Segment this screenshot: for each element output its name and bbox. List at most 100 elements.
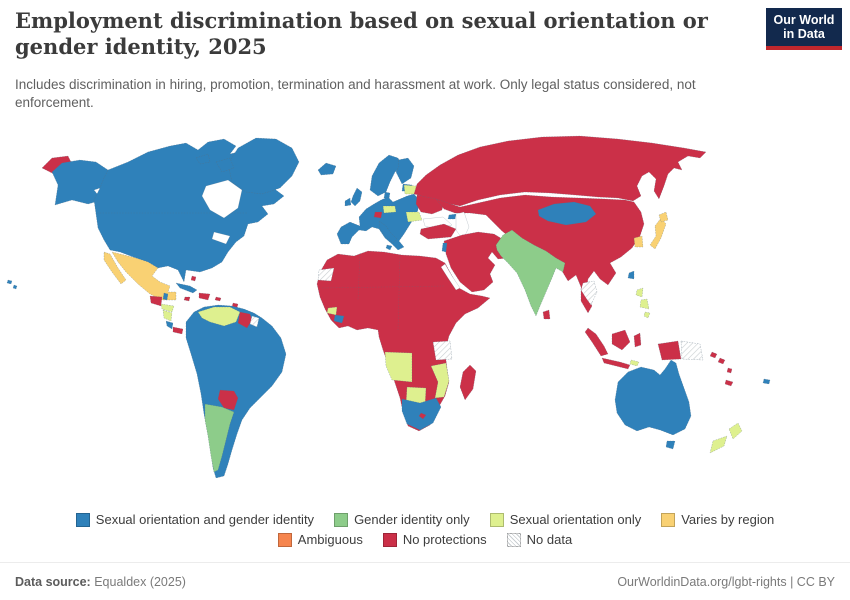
- legend-label-nodata: No data: [526, 532, 573, 547]
- region-middle-east[interactable]: [443, 231, 510, 293]
- region-jamaica[interactable]: [183, 296, 191, 302]
- region-switzerland[interactable]: [373, 211, 383, 219]
- region-western-sahara[interactable]: [317, 267, 335, 282]
- region-honduras[interactable]: [160, 303, 175, 313]
- great-lakes: [211, 231, 231, 245]
- region-russia[interactable]: [413, 135, 707, 207]
- region-fiji[interactable]: [762, 378, 771, 385]
- region-new-zealand-north[interactable]: [728, 422, 743, 440]
- region-nicaragua[interactable]: [162, 309, 173, 322]
- region-panama[interactable]: [172, 326, 184, 335]
- region-tasmania[interactable]: [665, 440, 676, 450]
- region-lesotho[interactable]: [418, 412, 427, 420]
- region-finland[interactable]: [395, 157, 415, 185]
- region-south-america[interactable]: [185, 304, 287, 479]
- region-belize[interactable]: [162, 292, 169, 301]
- border-line: [357, 252, 361, 301]
- region-mexico[interactable]: [111, 251, 177, 301]
- region-philippines[interactable]: [639, 298, 650, 310]
- region-solomon-islands[interactable]: [709, 351, 718, 359]
- region-south-korea[interactable]: [633, 235, 644, 248]
- legend-item-nodata[interactable]: No data: [506, 532, 573, 547]
- owid-logo-line2: in Data: [783, 27, 825, 41]
- region-guatemala[interactable]: [149, 295, 163, 307]
- region-java[interactable]: [601, 357, 631, 370]
- region-romania[interactable]: [405, 211, 423, 223]
- region-philippines[interactable]: [643, 311, 651, 319]
- legend-label-sogi: Sexual orientation and gender identity: [95, 512, 315, 527]
- region-georgia[interactable]: [447, 213, 457, 220]
- map-legend: Sexual orientation and gender identity G…: [0, 512, 850, 547]
- region-madagascar[interactable]: [459, 364, 477, 401]
- region-arctic-island[interactable]: [215, 157, 235, 173]
- chart-footer: Data source: Equaldex (2025) OurWorldinD…: [0, 562, 850, 600]
- region-papua-new-guinea[interactable]: [680, 340, 704, 361]
- legend-item-sogi[interactable]: Sexual orientation and gender identity: [75, 512, 315, 527]
- region-cuba[interactable]: [175, 282, 198, 294]
- legend-label-none: No protections: [402, 532, 487, 547]
- region-vanuatu[interactable]: [726, 367, 733, 374]
- region-central-asia-china[interactable]: [435, 194, 645, 314]
- region-philippines[interactable]: [635, 287, 644, 298]
- region-taiwan[interactable]: [627, 270, 635, 280]
- legend-item-varies[interactable]: Varies by region: [661, 512, 774, 527]
- region-bahamas[interactable]: [190, 275, 197, 282]
- region-sicily[interactable]: [385, 244, 393, 251]
- region-hispaniola[interactable]: [198, 292, 211, 301]
- region-timor-leste[interactable]: [629, 359, 640, 367]
- region-west-papua[interactable]: [657, 340, 682, 361]
- region-argentina[interactable]: [204, 403, 235, 473]
- region-sulawesi[interactable]: [633, 332, 642, 348]
- legend-item-none[interactable]: No protections: [382, 532, 487, 547]
- legend-row-1: Sexual orientation and gender identity G…: [75, 512, 774, 527]
- region-australia[interactable]: [614, 359, 692, 436]
- legend-item-ambiguous[interactable]: Ambiguous: [277, 532, 363, 547]
- region-israel[interactable]: [441, 242, 448, 253]
- region-solomon-islands[interactable]: [717, 357, 726, 365]
- region-paraguay[interactable]: [217, 389, 239, 411]
- legend-item-so[interactable]: Sexual orientation only: [489, 512, 641, 527]
- region-italy[interactable]: [378, 220, 398, 244]
- region-suriname[interactable]: [249, 315, 260, 328]
- region-iceland[interactable]: [317, 162, 337, 176]
- region-new-caledonia[interactable]: [724, 379, 734, 387]
- region-venezuela[interactable]: [197, 306, 241, 327]
- data-source-value: Equaldex (2025): [94, 574, 186, 589]
- legend-item-gi[interactable]: Gender identity only: [334, 512, 470, 527]
- region-sumatra[interactable]: [584, 327, 609, 357]
- region-austria-czechia[interactable]: [382, 205, 397, 214]
- region-united-kingdom[interactable]: [350, 187, 363, 207]
- region-alaska[interactable]: [51, 159, 109, 206]
- region-costa-rica[interactable]: [165, 320, 174, 330]
- region-liberia[interactable]: [333, 314, 345, 324]
- region-hawaii[interactable]: [6, 279, 13, 285]
- owid-url-link[interactable]: OurWorldinData.org/lgbt-rights | CC BY: [617, 574, 835, 589]
- region-mongolia[interactable]: [537, 201, 597, 226]
- region-arctic-island[interactable]: [195, 153, 211, 165]
- region-mozambique[interactable]: [430, 362, 450, 399]
- region-ireland[interactable]: [344, 197, 352, 207]
- legend-swatch-ambiguous: [277, 532, 292, 547]
- region-baja-california[interactable]: [103, 251, 127, 285]
- region-hokkaido[interactable]: [658, 211, 669, 223]
- region-new-zealand-south[interactable]: [709, 435, 728, 454]
- region-hawaii[interactable]: [12, 284, 18, 290]
- region-puerto-rico[interactable]: [214, 296, 222, 302]
- caspian-sea: [455, 211, 470, 241]
- region-borneo[interactable]: [611, 329, 631, 351]
- region-india-pakistan[interactable]: [495, 229, 566, 317]
- red-sea: [440, 263, 461, 291]
- region-guyana[interactable]: [237, 311, 253, 329]
- region-angola[interactable]: [384, 351, 413, 383]
- region-europe-main[interactable]: [336, 193, 420, 251]
- region-sri-lanka[interactable]: [542, 309, 551, 320]
- region-scandinavia[interactable]: [369, 154, 403, 197]
- region-japan[interactable]: [649, 217, 667, 250]
- region-tanzania[interactable]: [432, 340, 453, 361]
- region-thailand-laos[interactable]: [580, 280, 598, 306]
- owid-logo[interactable]: Our World in Data: [766, 8, 842, 50]
- region-turkey[interactable]: [419, 223, 457, 240]
- region-greenland[interactable]: [227, 137, 300, 195]
- legend-label-gi: Gender identity only: [354, 512, 470, 527]
